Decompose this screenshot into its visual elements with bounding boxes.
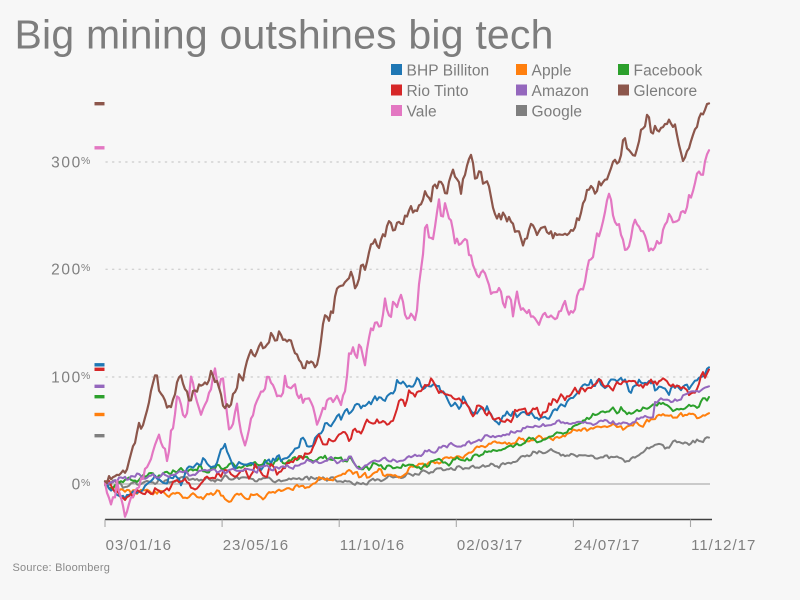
svg-text:24/07/17: 24/07/17: [574, 537, 640, 554]
svg-text:Vale: Vale: [407, 104, 437, 121]
svg-text:100: 100: [51, 369, 82, 386]
svg-text:300: 300: [51, 154, 82, 171]
svg-text:Google: Google: [532, 104, 583, 121]
svg-text:Amazon: Amazon: [532, 83, 589, 100]
svg-text:02/03/17: 02/03/17: [457, 537, 523, 554]
svg-text:11/10/16: 11/10/16: [340, 537, 405, 554]
svg-text:%: %: [81, 477, 90, 489]
svg-text:Facebook: Facebook: [634, 63, 703, 80]
svg-text:03/01/16: 03/01/16: [106, 537, 172, 554]
svg-text:23/05/16: 23/05/16: [223, 537, 289, 554]
svg-text:Glencore: Glencore: [634, 83, 698, 100]
svg-text:%: %: [81, 155, 90, 167]
svg-text:%: %: [81, 262, 90, 274]
svg-text:Rio Tinto: Rio Tinto: [407, 83, 469, 100]
svg-text:11/12/17: 11/12/17: [691, 537, 756, 554]
svg-text:Big mining outshines big tech: Big mining outshines big tech: [15, 12, 554, 58]
svg-text:0: 0: [72, 476, 82, 493]
svg-text:Apple: Apple: [532, 63, 572, 80]
svg-text:BHP Billiton: BHP Billiton: [407, 63, 490, 80]
svg-text:200: 200: [51, 262, 82, 279]
svg-text:Source: Bloomberg: Source: Bloomberg: [13, 562, 111, 574]
svg-text:%: %: [81, 370, 90, 382]
